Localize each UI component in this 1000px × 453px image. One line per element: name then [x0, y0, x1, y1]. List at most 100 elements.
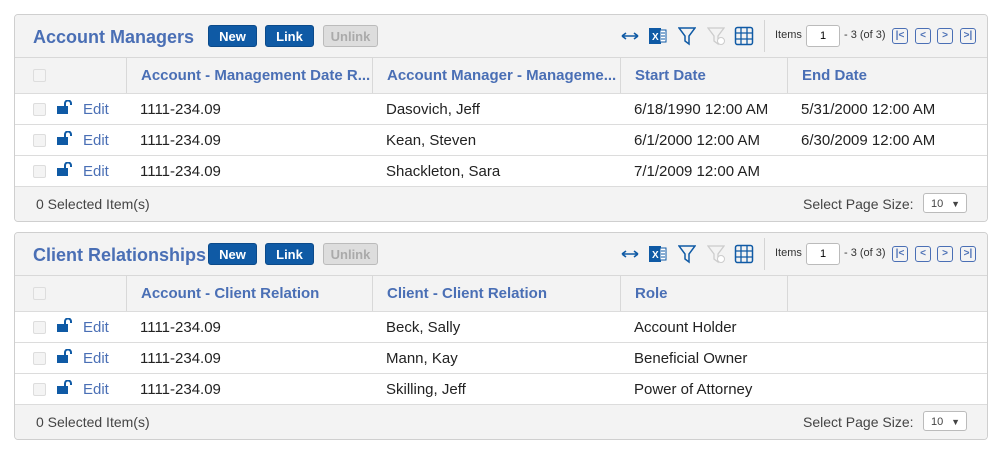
table-cell: 1111-234.09: [140, 100, 221, 118]
svg-text:X: X: [652, 250, 659, 261]
filter-icon[interactable]: [676, 243, 698, 265]
edit-link[interactable]: Edit: [83, 131, 109, 149]
page-range: - 3 (of 3): [844, 29, 886, 41]
page-size-label: Select Page Size:: [803, 196, 914, 212]
unlock-icon[interactable]: [57, 317, 73, 336]
header-row: Account - Management Date R... Account Ma…: [15, 58, 987, 94]
edit-link[interactable]: Edit: [83, 349, 109, 367]
header-select-cell: [15, 58, 126, 93]
edit-link[interactable]: Edit: [83, 318, 109, 336]
selected-count: 0 Selected Item(s): [36, 196, 150, 212]
table-cell: Beck, Sally: [386, 318, 461, 336]
select-all-checkbox[interactable]: [33, 287, 46, 300]
page-input[interactable]: 1: [806, 25, 840, 47]
next-page-button[interactable]: >: [937, 246, 953, 262]
table-cell: Shackleton, Sara: [386, 162, 501, 180]
toolbar-divider: [764, 20, 765, 52]
row-checkbox[interactable]: [33, 102, 46, 116]
page-size-select[interactable]: 10 ▼: [923, 193, 967, 213]
page-size-select[interactable]: 10 ▼: [923, 411, 967, 431]
table-cell: 6/30/2009 12:00 AM: [801, 131, 936, 149]
link-button[interactable]: Link: [265, 25, 314, 47]
unlock-icon[interactable]: [57, 379, 73, 398]
column-header[interactable]: Account - Management Date R...: [126, 58, 372, 93]
resize-columns-icon[interactable]: [619, 243, 641, 265]
table-cell: 6/18/1990 12:00 AM: [634, 100, 769, 118]
table-cell: [787, 312, 987, 342]
column-header[interactable]: Account - Client Relation: [126, 276, 372, 311]
column-header[interactable]: Client - Client Relation: [372, 276, 620, 311]
page-size-label: Select Page Size:: [803, 414, 914, 430]
excel-export-icon[interactable]: X: [647, 25, 669, 47]
table-cell: Mann, Kay: [386, 349, 458, 367]
panel-header: Client Relationships New Link Unlink X Items 1…: [15, 233, 987, 276]
selected-count: 0 Selected Item(s): [36, 414, 150, 430]
table-row: Edit 1111-234.09 Mann, Kay Beneficial Owner: [15, 343, 987, 374]
table-cell: Account Holder: [634, 318, 737, 336]
row-actions: Edit: [15, 343, 126, 373]
row-checkbox[interactable]: [33, 320, 46, 334]
unlock-icon[interactable]: [57, 99, 73, 118]
filter-icon[interactable]: [676, 25, 698, 47]
row-actions: Edit: [15, 312, 126, 342]
grid-panel: Account Managers New Link Unlink X Items 1 - 3 …: [14, 14, 988, 222]
unlock-icon[interactable]: [57, 130, 73, 149]
new-button[interactable]: New: [208, 243, 257, 265]
table-cell: 1111-234.09: [140, 380, 221, 398]
select-all-checkbox[interactable]: [33, 69, 46, 82]
row-checkbox[interactable]: [33, 351, 46, 365]
last-page-button[interactable]: >|: [960, 246, 976, 262]
table-row: Edit 1111-234.09 Dasovich, Jeff 6/18/1990 1…: [15, 94, 987, 125]
column-header[interactable]: End Date: [787, 58, 987, 93]
panel-title: Client Relationships: [33, 245, 207, 265]
page-range: - 3 (of 3): [844, 247, 886, 259]
new-button[interactable]: New: [208, 25, 257, 47]
row-checkbox[interactable]: [33, 133, 46, 147]
table-cell: [787, 156, 987, 186]
first-page-button[interactable]: |<: [892, 28, 908, 44]
edit-link[interactable]: Edit: [83, 380, 109, 398]
last-page-button[interactable]: >|: [960, 28, 976, 44]
chevron-down-icon: ▼: [951, 199, 960, 209]
table-row: Edit 1111-234.09 Beck, Sally Account Holder: [15, 312, 987, 343]
panel-title: Account Managers: [33, 27, 195, 47]
first-page-button[interactable]: |<: [892, 246, 908, 262]
clear-filter-icon: [705, 243, 727, 265]
table-cell: [787, 374, 987, 404]
unlock-icon[interactable]: [57, 161, 73, 180]
prev-page-button[interactable]: <: [915, 28, 931, 44]
link-button[interactable]: Link: [265, 243, 314, 265]
unlink-button[interactable]: Unlink: [323, 243, 378, 265]
column-header[interactable]: [787, 276, 987, 311]
row-actions: Edit: [15, 125, 126, 155]
row-checkbox[interactable]: [33, 164, 46, 178]
resize-columns-icon[interactable]: [619, 25, 641, 47]
row-actions: Edit: [15, 156, 126, 186]
excel-export-icon[interactable]: X: [647, 243, 669, 265]
column-header[interactable]: Start Date: [620, 58, 787, 93]
table-cell: 1111-234.09: [140, 131, 221, 149]
grid-columns-icon[interactable]: [733, 243, 755, 265]
next-page-button[interactable]: >: [937, 28, 953, 44]
row-actions: Edit: [15, 94, 126, 124]
unlink-button[interactable]: Unlink: [323, 25, 378, 47]
panel-header: Account Managers New Link Unlink X Items 1 - 3 …: [15, 15, 987, 58]
column-header[interactable]: Account Manager - Manageme...: [372, 58, 620, 93]
table-cell: 7/1/2009 12:00 AM: [634, 162, 760, 180]
table-row: Edit 1111-234.09 Shackleton, Sara 7/1/2009 …: [15, 156, 987, 187]
svg-text:X: X: [652, 32, 659, 43]
table-cell: Dasovich, Jeff: [386, 100, 480, 118]
table-cell: 1111-234.09: [140, 349, 221, 367]
unlock-icon[interactable]: [57, 348, 73, 367]
page-input[interactable]: 1: [806, 243, 840, 265]
panel-footer: 0 Selected Item(s) Select Page Size: 10 ▼: [15, 187, 987, 221]
page-size-value: 10: [931, 416, 944, 428]
edit-link[interactable]: Edit: [83, 100, 109, 118]
items-label: Items: [775, 247, 802, 259]
grid-columns-icon[interactable]: [733, 25, 755, 47]
edit-link[interactable]: Edit: [83, 162, 109, 180]
column-header[interactable]: Role: [620, 276, 787, 311]
row-checkbox[interactable]: [33, 382, 46, 396]
chevron-down-icon: ▼: [951, 417, 960, 427]
prev-page-button[interactable]: <: [915, 246, 931, 262]
